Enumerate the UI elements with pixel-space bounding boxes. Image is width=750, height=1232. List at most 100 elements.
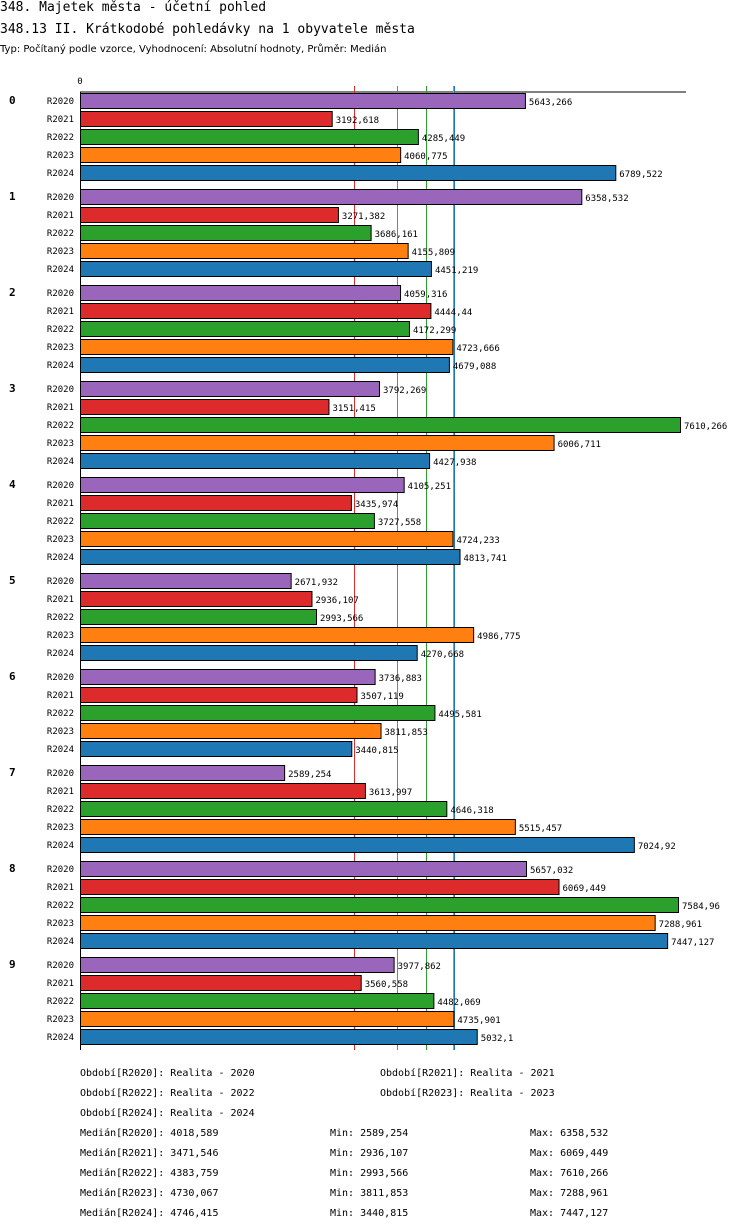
chart-type-line: Typ: Počítaný podle vzorce, Vyhodnocení:… [0,44,387,55]
bar-value-label: 3560,558 [365,980,408,990]
bar-value-label: 4059,316 [404,290,447,300]
bar-r2024-6 [80,741,353,757]
bar-r2021-4 [80,495,352,511]
bar-r2020-1 [80,189,583,205]
bar-r2023-6 [80,723,382,739]
bar-r2021-5 [80,591,313,607]
series-label: R2024 [47,553,74,563]
series-label: R2022 [47,709,74,719]
bar-value-label: 4735,901 [457,1016,500,1026]
bar-r2022-1 [80,225,372,241]
series-label: R2020 [47,289,74,299]
bar-r2020-6 [80,669,376,685]
series-label: R2022 [47,133,74,143]
group-label-9: 9 [9,958,16,971]
bar-value-label: 3977,862 [398,962,441,972]
max-r2021: Max: 6069,449 [530,1148,609,1159]
series-label: R2020 [47,865,74,875]
series-label: R2023 [47,535,74,545]
series-label: R2021 [47,595,74,605]
series-label: R2024 [47,937,74,947]
median-r2021: Medián[R2021]: 3471,546 [80,1148,219,1159]
bar-value-label: 4724,233 [456,536,499,546]
bar-r2021-7 [80,783,366,799]
bar-value-label: 2671,932 [295,578,338,588]
series-label: R2023 [47,823,74,833]
max-r2020: Max: 6358,532 [530,1128,609,1139]
bar-r2023-1 [80,243,409,259]
series-label: R2020 [47,193,74,203]
series-label: R2022 [47,229,74,239]
bar-r2023-4 [80,531,454,547]
bar-r2023-2 [80,339,454,355]
bar-value-label: 3613,997 [369,788,412,798]
bar-r2024-1 [80,261,432,277]
bar-value-label: 4813,741 [464,554,507,564]
bar-value-label: 6006,711 [558,440,601,450]
median-r2024: Medián[R2024]: 4746,415 [80,1208,219,1219]
bar-value-label: 4427,938 [433,458,476,468]
bar-r2024-0 [80,165,617,181]
bar-r2022-9 [80,993,435,1009]
bar-value-label: 3192,618 [336,116,379,126]
bar-value-label: 3271,382 [342,212,385,222]
series-label: R2024 [47,457,74,467]
series-label: R2024 [47,265,74,275]
series-label: R2021 [47,211,74,221]
bar-r2021-9 [80,975,362,991]
bar-r2023-7 [80,819,516,835]
max-r2024: Max: 7447,127 [530,1208,609,1219]
bar-value-label: 4444,44 [434,308,472,318]
series-label: R2022 [47,517,74,527]
bar-r2022-5 [80,609,318,625]
bar-value-label: 4679,088 [453,362,496,372]
series-label: R2020 [47,769,74,779]
group-label-0: 0 [9,94,16,107]
bar-value-label: 2589,254 [288,770,331,780]
group-label-5: 5 [9,574,16,587]
bar-r2020-7 [80,765,286,781]
series-label: R2020 [47,961,74,971]
bar-r2022-2 [80,321,410,337]
bar-value-label: 3792,269 [383,386,426,396]
median-r2022: Medián[R2022]: 4383,759 [80,1168,219,1179]
median-r2020: Medián[R2020]: 4018,589 [80,1128,219,1139]
series-label: R2023 [47,439,74,449]
legend-period-r2021: Období[R2021]: Realita - 2021 [380,1068,555,1079]
bar-r2022-0 [80,129,419,145]
bar-r2024-9 [80,1029,478,1045]
bar-value-label: 7610,266 [684,422,727,432]
series-label: R2022 [47,997,74,1007]
series-label: R2023 [47,247,74,257]
bar-value-label: 2936,107 [315,596,358,606]
series-label: R2020 [47,577,74,587]
bar-value-label: 4986,775 [477,632,520,642]
max-r2023: Max: 7288,961 [530,1188,609,1199]
max-r2022: Max: 7610,266 [530,1168,609,1179]
bar-value-label: 3440,815 [355,746,398,756]
bar-value-label: 3435,974 [355,500,398,510]
bar-r2020-8 [80,861,528,877]
bar-value-label: 4723,666 [456,344,499,354]
bar-value-label: 5643,266 [529,98,572,108]
series-label: R2021 [47,403,74,413]
bar-value-label: 7584,96 [682,902,720,912]
group-label-8: 8 [9,862,16,875]
group-label-7: 7 [9,766,16,779]
bar-value-label: 7288,961 [659,920,702,930]
bar-value-label: 4060,775 [404,152,447,162]
bar-r2023-8 [80,915,656,931]
series-label: R2023 [47,919,74,929]
series-label: R2022 [47,613,74,623]
series-label: R2020 [47,673,74,683]
legend-period-r2023: Období[R2023]: Realita - 2023 [380,1088,555,1099]
bar-value-label: 6069,449 [563,884,606,894]
series-label: R2021 [47,979,74,989]
series-label: R2022 [47,805,74,815]
series-label: R2021 [47,883,74,893]
bar-r2020-2 [80,285,402,301]
bar-r2023-3 [80,435,555,451]
bar-value-label: 3727,558 [378,518,421,528]
bar-value-label: 5032,1 [481,1034,514,1044]
